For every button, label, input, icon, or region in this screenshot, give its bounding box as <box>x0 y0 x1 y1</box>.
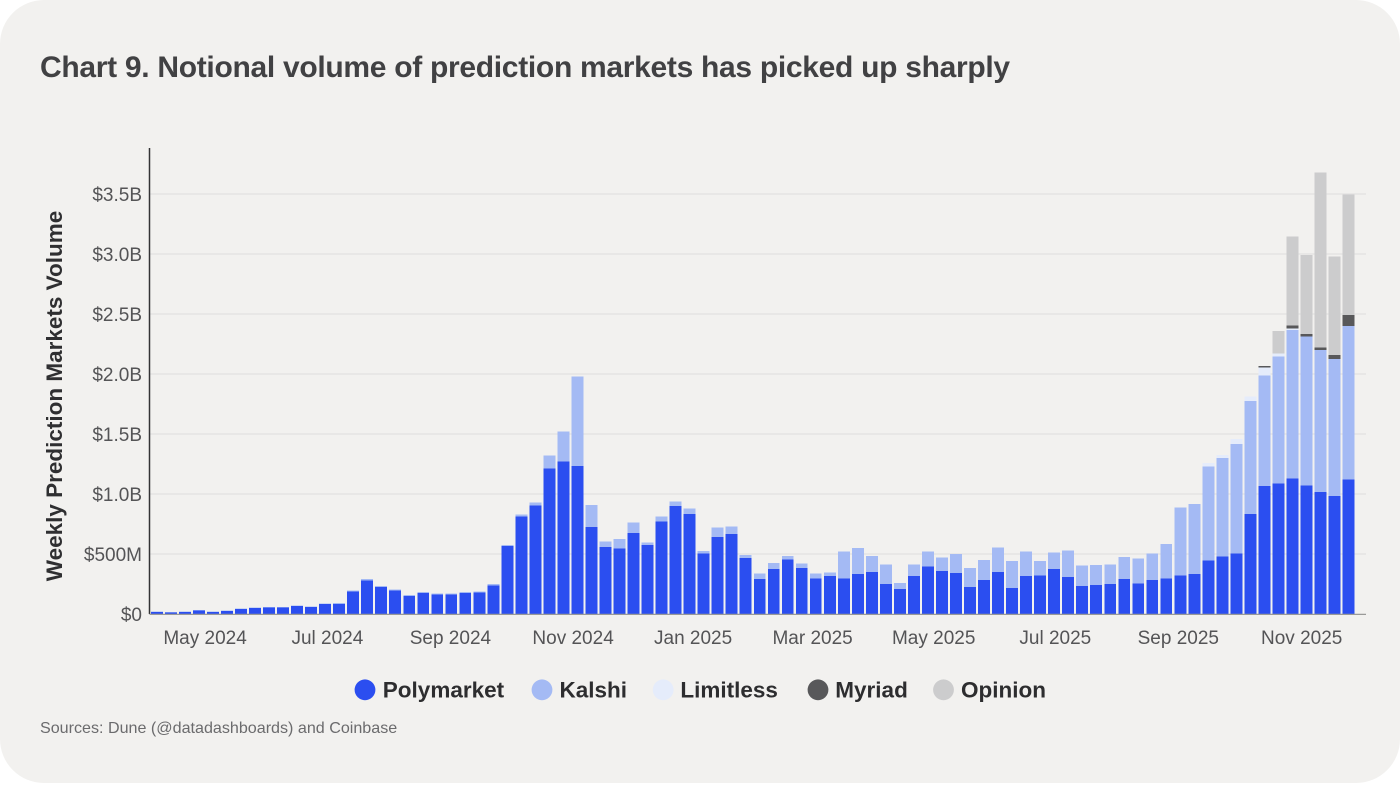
svg-text:Mar 2025: Mar 2025 <box>772 628 852 649</box>
svg-text:Limitless: Limitless <box>680 678 778 703</box>
svg-text:Sources: Dune (@datadashboards: Sources: Dune (@datadashboards) and Coin… <box>40 719 397 737</box>
svg-text:Kalshi: Kalshi <box>560 678 628 703</box>
svg-text:Polymarket: Polymarket <box>383 678 505 703</box>
svg-text:$1.0B: $1.0B <box>92 485 142 506</box>
svg-text:Nov 2024: Nov 2024 <box>532 628 614 649</box>
svg-text:Chart 9. Notional volume of pr: Chart 9. Notional volume of prediction m… <box>40 51 1010 84</box>
svg-text:$0: $0 <box>121 605 142 626</box>
svg-text:Opinion: Opinion <box>961 678 1046 703</box>
svg-text:Weekly Prediction Markets Volu: Weekly Prediction Markets Volume <box>42 211 67 582</box>
svg-text:May 2024: May 2024 <box>163 628 247 649</box>
svg-text:Sep 2024: Sep 2024 <box>410 628 492 649</box>
svg-text:Jul 2025: Jul 2025 <box>1019 628 1091 649</box>
svg-text:$1.5B: $1.5B <box>92 425 142 446</box>
svg-text:Nov 2025: Nov 2025 <box>1261 628 1342 649</box>
svg-text:Sep 2025: Sep 2025 <box>1138 628 1219 649</box>
svg-text:$3.0B: $3.0B <box>92 245 142 266</box>
svg-text:May 2025: May 2025 <box>892 628 975 649</box>
svg-text:$2.5B: $2.5B <box>92 305 142 326</box>
svg-text:Jan 2025: Jan 2025 <box>654 628 732 649</box>
svg-text:$2.0B: $2.0B <box>92 365 142 386</box>
svg-text:Myriad: Myriad <box>835 678 908 703</box>
svg-text:$3.5B: $3.5B <box>92 185 142 206</box>
svg-text:Jul 2024: Jul 2024 <box>291 628 363 649</box>
svg-text:$500M: $500M <box>84 545 142 566</box>
